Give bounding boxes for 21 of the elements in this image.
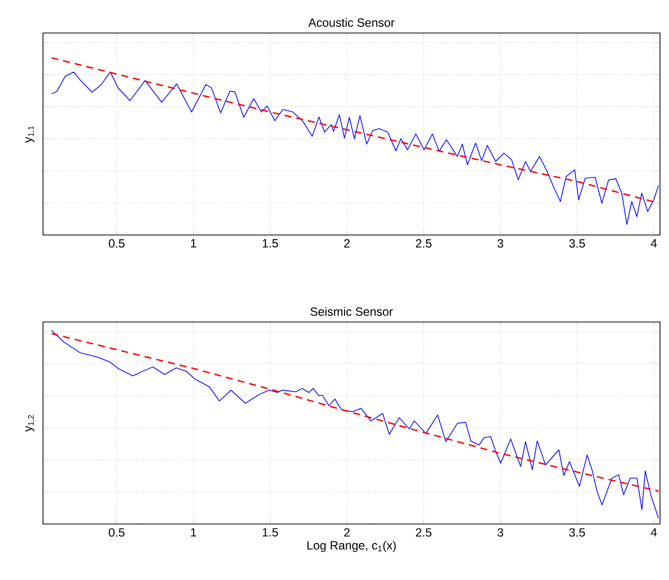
x-tick-label: 1 [190, 528, 196, 536]
x-tick-label: 4 [650, 528, 657, 536]
chart-title: Acoustic Sensor [308, 18, 394, 27]
x-tick-label: 0.5 [108, 239, 124, 248]
x-tick-label: 3 [498, 239, 504, 248]
y-axis-title: y$_{1,1}$ [26, 126, 35, 143]
x-tick-label: 2 [344, 528, 350, 537]
x-axis-title: Log Range, c$_{1}$(x) [307, 540, 396, 552]
x-tick-label: 3 [498, 528, 504, 537]
y-axis-title: y$_{1,2}$ [26, 415, 35, 432]
x-tick-label: 2 [344, 239, 350, 248]
x-tick-label: 1.5 [262, 239, 278, 248]
x-tick-label: 2.5 [416, 239, 432, 248]
x-tick-label: 1 [190, 239, 196, 248]
x-tick-label: 3.5 [569, 239, 585, 248]
x-tick-label: 0.5 [108, 528, 124, 537]
chart-title: Seismic Sensor [310, 307, 393, 316]
x-tick-label: 2.5 [416, 528, 432, 537]
x-tick-label: 4 [650, 239, 657, 248]
x-tick-label: 3.5 [569, 528, 585, 537]
x-tick-label: 1.5 [262, 528, 278, 537]
